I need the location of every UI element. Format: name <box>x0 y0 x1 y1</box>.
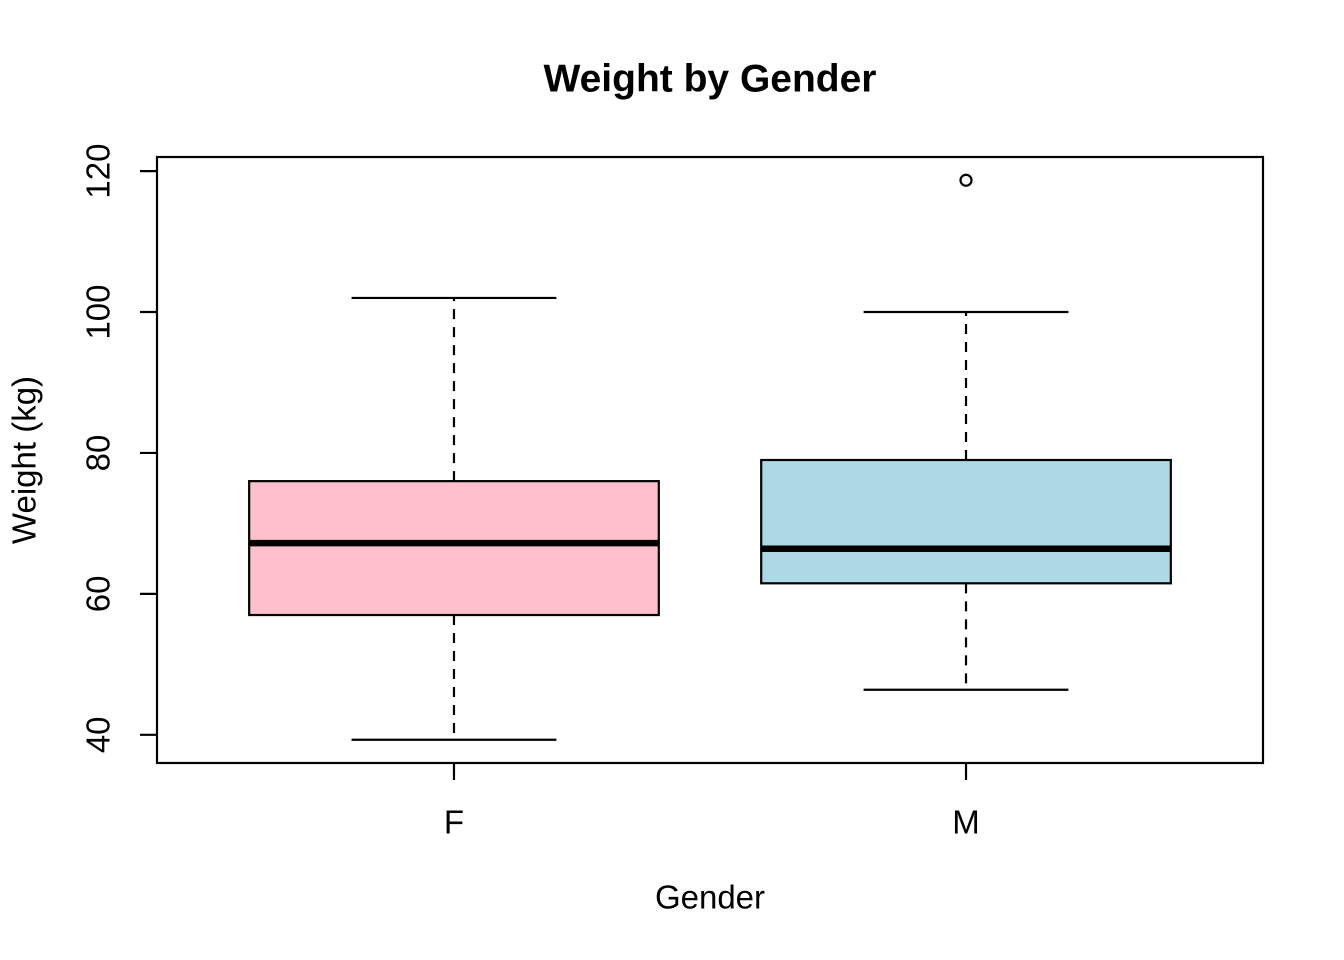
y-tick-label: 100 <box>80 284 117 339</box>
x-tick-label: F <box>444 804 464 841</box>
plot-frame <box>155 155 1265 765</box>
plot-content: 40 60 80 100 120 F M <box>80 144 1172 841</box>
y-tick-label: 120 <box>80 144 117 199</box>
box-f <box>248 480 660 617</box>
box-m <box>760 458 1172 585</box>
chart-title: Weight by Gender <box>544 58 877 101</box>
outlier-point <box>959 173 973 187</box>
y-axis-label: Weight (kg) <box>6 376 43 544</box>
x-axis-label: Gender <box>655 879 765 916</box>
y-tick-label: 60 <box>80 576 117 613</box>
y-tick-label: 40 <box>80 716 117 753</box>
y-tick-label: 80 <box>80 435 117 472</box>
x-tick-label: M <box>952 804 980 841</box>
